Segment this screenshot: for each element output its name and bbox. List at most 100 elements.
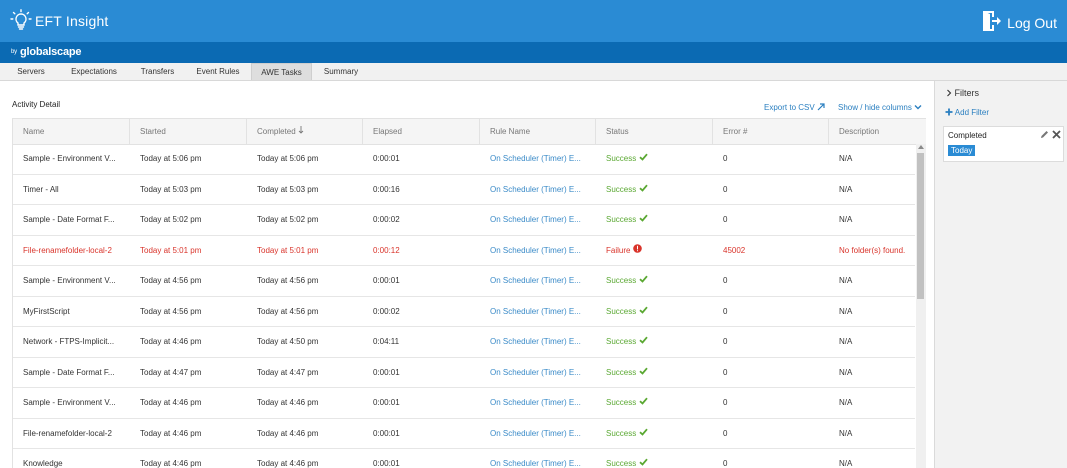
- close-icon[interactable]: [1052, 130, 1061, 141]
- pencil-icon[interactable]: [1040, 130, 1049, 141]
- cell-rule[interactable]: On Scheduler (Timer) E...: [480, 205, 596, 235]
- table-row[interactable]: Sample - Environment V... Today at 4:56 p…: [13, 266, 915, 297]
- started-text: Today at 5:02 pm: [140, 215, 202, 224]
- column-header-completed[interactable]: Completed: [247, 119, 363, 144]
- export-csv-link[interactable]: Export to CSV: [764, 103, 825, 113]
- cell-completed: Today at 5:02 pm: [247, 205, 363, 235]
- cell-rule[interactable]: On Scheduler (Timer) E...: [480, 388, 596, 418]
- cell-elapsed: 0:00:01: [363, 266, 480, 296]
- cell-description: N/A: [829, 266, 919, 296]
- cell-name: Timer - All: [13, 175, 130, 205]
- cell-rule[interactable]: On Scheduler (Timer) E...: [480, 144, 596, 174]
- cell-rule[interactable]: On Scheduler (Timer) E...: [480, 419, 596, 449]
- add-filter-label: Add Filter: [954, 108, 990, 118]
- cell-started: Today at 4:46 pm: [130, 419, 247, 449]
- cell-elapsed: 0:00:16: [363, 175, 480, 205]
- app-header: EFT Insight Log Out: [0, 0, 1067, 42]
- show-hide-columns-label: Show / hide columns: [838, 103, 912, 113]
- rule-text: On Scheduler (Timer) E...: [490, 337, 581, 346]
- started-text: Today at 4:46 pm: [140, 337, 202, 346]
- elapsed-text: 0:00:12: [373, 245, 400, 255]
- scrollbar-thumb[interactable]: [917, 153, 924, 299]
- completed-text: Today at 5:01 pm: [257, 245, 319, 255]
- cell-elapsed: 0:00:01: [363, 358, 480, 388]
- show-hide-columns-link[interactable]: Show / hide columns: [838, 103, 922, 113]
- column-header-rule-name[interactable]: Rule Name: [480, 119, 596, 144]
- status-text: Success: [606, 398, 637, 407]
- elapsed-text: 0:04:11: [373, 337, 400, 346]
- description-text: N/A: [839, 306, 853, 316]
- cell-status: Success: [596, 205, 713, 235]
- cell-started: Today at 4:56 pm: [130, 297, 247, 327]
- cell-started: Today at 5:02 pm: [130, 205, 247, 235]
- cell-status: Success: [596, 266, 713, 296]
- logout-button[interactable]: Log Out: [981, 10, 1057, 35]
- column-header-description[interactable]: Description: [839, 127, 880, 136]
- column-header-name[interactable]: Name: [13, 119, 130, 144]
- name-text: File-renamefolder-local-2: [23, 245, 112, 255]
- cell-name: File-renamefolder-local-2: [13, 236, 130, 266]
- error-text: 0: [723, 184, 728, 194]
- cell-rule[interactable]: On Scheduler (Timer) E...: [480, 175, 596, 205]
- tab-summary[interactable]: Summary: [323, 67, 359, 76]
- table-row[interactable]: Sample - Environment V... Today at 5:06 p…: [13, 144, 915, 175]
- cell-elapsed: 0:00:01: [363, 144, 480, 174]
- table-row[interactable]: Network - FTPS-Implicit... Today at 4:46 …: [13, 327, 915, 358]
- started-text: Today at 4:46 pm: [140, 398, 202, 407]
- column-header-error[interactable]: Error #: [713, 119, 829, 144]
- table-row[interactable]: File-renamefolder-local-2 Today at 5:01 p…: [13, 236, 915, 266]
- table-row[interactable]: MyFirstScript Today at 4:56 pm Today at 4:…: [13, 297, 915, 327]
- tab-transfers[interactable]: Transfers: [140, 67, 175, 76]
- lightbulb-logo-icon: [10, 9, 32, 33]
- cell-rule[interactable]: On Scheduler (Timer) E...: [480, 327, 596, 357]
- cell-error: 0: [713, 358, 829, 388]
- table-row[interactable]: Sample - Date Format F... Today at 4:47 p…: [13, 358, 915, 388]
- status-text: Success: [606, 154, 637, 163]
- table-row[interactable]: Knowledge Today at 4:46 pm Today at 4:46 p…: [13, 449, 915, 468]
- name-text: Sample - Environment V...: [23, 398, 116, 407]
- filters-panel: Filters Add Filter Completed Today: [934, 81, 1067, 468]
- brand-bar: by globalscape: [0, 42, 1067, 63]
- column-header-elapsed[interactable]: Elapsed: [363, 119, 480, 144]
- cell-started: Today at 5:01 pm: [130, 236, 247, 266]
- elapsed-text: 0:00:01: [373, 398, 400, 407]
- checkmark-icon: [639, 297, 648, 326]
- description-text: N/A: [839, 367, 853, 377]
- scroll-up-arrow-icon[interactable]: [918, 145, 924, 149]
- status-text: Success: [606, 276, 637, 285]
- cell-rule[interactable]: On Scheduler (Timer) E...: [480, 297, 596, 327]
- checkmark-icon: [639, 388, 648, 417]
- description-text: N/A: [839, 428, 853, 438]
- table-row[interactable]: File-renamefolder-local-2 Today at 4:46 p…: [13, 419, 915, 449]
- cell-elapsed: 0:00:02: [363, 297, 480, 327]
- table-row[interactable]: Sample - Date Format F... Today at 5:02 p…: [13, 205, 915, 236]
- logout-icon: [981, 10, 1007, 35]
- cell-rule[interactable]: On Scheduler (Timer) E...: [480, 266, 596, 296]
- cell-description: N/A: [829, 144, 919, 174]
- tab-event-rules[interactable]: Event Rules: [196, 67, 240, 76]
- table-row[interactable]: Sample - Environment V... Today at 4:46 p…: [13, 388, 915, 419]
- rule-text: On Scheduler (Timer) E...: [490, 184, 581, 194]
- vertical-scrollbar[interactable]: [916, 144, 926, 468]
- cell-rule[interactable]: On Scheduler (Timer) E...: [480, 358, 596, 388]
- started-text: Today at 4:56 pm: [140, 276, 202, 285]
- cell-completed: Today at 4:46 pm: [247, 388, 363, 418]
- tab-expectations[interactable]: Expectations: [71, 67, 117, 76]
- filters-toggle[interactable]: Filters: [946, 88, 979, 99]
- checkmark-icon: [639, 266, 648, 295]
- add-filter-button[interactable]: Add Filter: [945, 108, 989, 118]
- started-text: Today at 4:46 pm: [140, 428, 202, 438]
- elapsed-text: 0:00:01: [373, 428, 400, 438]
- cell-rule[interactable]: On Scheduler (Timer) E...: [480, 449, 596, 468]
- column-header-started[interactable]: Started: [130, 119, 247, 144]
- tab-servers[interactable]: Servers: [17, 67, 45, 76]
- error-text: 0: [723, 154, 728, 163]
- description-text: N/A: [839, 154, 853, 163]
- column-header-status[interactable]: Status: [596, 119, 713, 144]
- started-text: Today at 5:01 pm: [140, 245, 202, 255]
- cell-error: 0: [713, 205, 829, 235]
- table-row[interactable]: Timer - All Today at 5:03 pm Today at 5:03…: [13, 175, 915, 205]
- error-text: 0: [723, 428, 728, 438]
- cell-rule[interactable]: On Scheduler (Timer) E...: [480, 236, 596, 266]
- tab-awe-tasks[interactable]: AWE Tasks: [251, 63, 312, 80]
